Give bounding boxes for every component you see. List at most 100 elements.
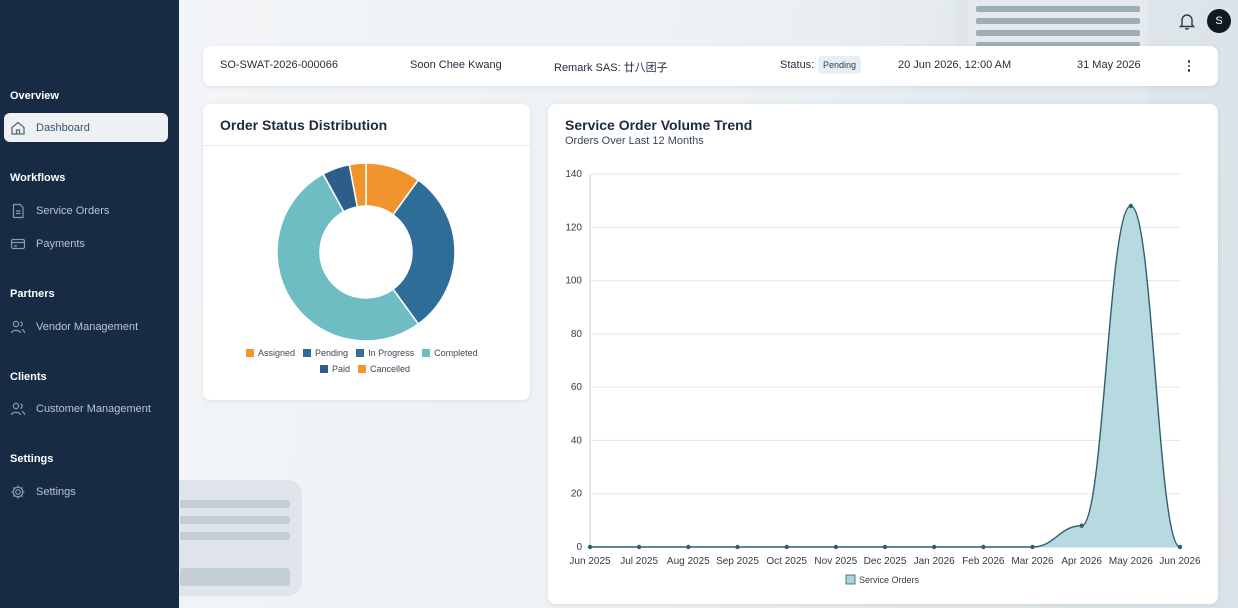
y-tick-label: 40 <box>571 435 583 446</box>
order-remark: Remark SAS: 廿八团子 <box>554 62 668 74</box>
x-tick-label: Dec 2025 <box>864 556 907 567</box>
data-point[interactable] <box>784 544 789 550</box>
volume-trend-card: Service Order Volume Trend Orders Over L… <box>548 104 1218 604</box>
x-tick-label: Aug 2025 <box>667 556 710 567</box>
data-point[interactable] <box>882 544 888 550</box>
chart-legend[interactable]: Service Orders <box>845 574 920 585</box>
gear-icon <box>10 484 26 500</box>
section-title-settings: Settings <box>10 453 54 465</box>
legend-swatch <box>358 365 367 373</box>
legend-swatch <box>845 574 856 585</box>
legend-item-cancelled[interactable]: Cancelled <box>358 364 410 374</box>
sidebar-item-label: Vendor Management <box>36 320 139 333</box>
section-title-overview: Overview <box>10 90 59 102</box>
data-point[interactable] <box>1079 523 1084 528</box>
legend-item-assigned[interactable]: Assigned <box>246 348 295 358</box>
y-tick-label: 100 <box>565 276 582 287</box>
legend-label: Pending <box>315 348 349 358</box>
home-icon <box>10 120 26 136</box>
y-tick-label: 140 <box>565 169 582 180</box>
data-point[interactable] <box>931 544 937 550</box>
avatar[interactable]: S <box>1207 9 1231 33</box>
y-tick-label: 0 <box>576 542 582 553</box>
data-point[interactable] <box>833 544 839 550</box>
series-line-service-orders <box>589 205 1181 548</box>
volume-trend-area-chart: 0 20 40 60 80 100 120 140 Jun 2025 Jul 2025 Aug 20… <box>565 169 1201 585</box>
y-tick-label: 120 <box>565 222 582 233</box>
series-area-service-orders <box>590 205 1180 547</box>
section-title-clients: Clients <box>10 371 47 383</box>
legend-label: Assigned <box>258 348 296 358</box>
sidebar: Overview Dashboard Workflows Service Ord… <box>0 0 179 608</box>
order-status-donut-chart <box>276 162 456 342</box>
x-tick-label: Jun 2026 <box>1159 556 1201 567</box>
sidebar-item-vendor-management[interactable]: Vendor Management <box>4 312 168 341</box>
legend-item-paid[interactable]: Paid <box>320 364 350 374</box>
sidebar-item-label: Dashboard <box>36 121 90 134</box>
order-summary-bar[interactable]: SO-SWAT-2026-000066 Soon Chee Kwang Rema… <box>203 46 1218 86</box>
bell-icon[interactable] <box>1178 12 1196 30</box>
y-tick-label: 80 <box>571 329 583 340</box>
document-icon <box>10 203 26 219</box>
legend-item-in-progress[interactable]: In Progress <box>356 348 414 358</box>
legend-item-pending[interactable]: Pending <box>303 348 348 358</box>
sidebar-item-payments[interactable]: Payments <box>4 229 168 258</box>
sidebar-item-service-orders[interactable]: Service Orders <box>4 196 168 225</box>
y-tick-label: 20 <box>571 489 583 500</box>
legend-label: Completed <box>434 348 478 358</box>
card-subtitle: Orders Over Last 12 Months <box>565 135 704 147</box>
data-point[interactable] <box>1177 544 1183 550</box>
order-id: SO-SWAT-2026-000066 <box>220 59 339 71</box>
users-icon <box>10 319 26 335</box>
x-tick-label: Oct 2025 <box>766 556 807 567</box>
x-tick-label: Sep 2025 <box>716 556 759 567</box>
donut-slice-cancelled[interactable] <box>348 162 367 208</box>
data-point[interactable] <box>587 544 593 550</box>
data-point[interactable] <box>686 544 691 550</box>
credit-card-icon <box>10 236 26 252</box>
chart-legend: Assigned Pending In Progress Completed <box>246 348 478 358</box>
x-tick-label: Jul 2025 <box>620 556 658 567</box>
sidebar-item-customer-management[interactable]: Customer Management <box>4 394 168 423</box>
y-tick-label: 60 <box>571 382 583 393</box>
more-vertical-icon[interactable] <box>1182 56 1196 76</box>
card-title: Service Order Volume Trend <box>565 117 753 133</box>
data-point[interactable] <box>981 544 986 550</box>
status-label: Status: <box>780 59 815 71</box>
order-status-card: Order Status Distribution Assigned Pendin… <box>203 104 530 400</box>
data-point[interactable] <box>735 544 740 550</box>
sidebar-item-label: Settings <box>36 485 76 498</box>
donut-slice-completed[interactable] <box>276 172 420 342</box>
x-tick-label: Jun 2025 <box>569 556 611 567</box>
x-tick-label: Apr 2026 <box>1061 556 1102 567</box>
sidebar-item-label: Customer Management <box>36 402 151 415</box>
air-conditioner-illustration <box>160 480 302 596</box>
customer-name: Soon Chee Kwang <box>410 59 502 71</box>
legend-item-completed[interactable]: Completed <box>422 348 478 358</box>
legend-swatch <box>356 349 365 357</box>
sidebar-item-dashboard[interactable]: Dashboard <box>4 113 168 142</box>
data-point[interactable] <box>1128 203 1134 209</box>
x-tick-label: Jan 2026 <box>914 556 956 567</box>
legend-label: Service Orders <box>859 575 920 585</box>
data-point[interactable] <box>1030 544 1035 550</box>
legend-label: Cancelled <box>370 364 411 374</box>
legend-label: Paid <box>332 364 351 374</box>
sidebar-item-label: Service Orders <box>36 204 110 217</box>
users-icon <box>10 401 26 417</box>
donut-slice-pending[interactable] <box>391 178 456 326</box>
sidebar-item-settings[interactable]: Settings <box>4 477 168 506</box>
status-badge: Pending <box>818 56 862 74</box>
legend-swatch <box>422 349 431 357</box>
x-tick-label: Feb 2026 <box>962 556 1005 567</box>
section-title-workflows: Workflows <box>10 172 66 184</box>
order-datetime: 20 Jun 2026, 12:00 AM <box>898 59 1012 71</box>
sidebar-item-label: Payments <box>36 237 85 250</box>
section-title-partners: Partners <box>10 288 55 300</box>
legend-swatch <box>320 365 328 373</box>
chart-legend: Paid Cancelled <box>320 364 410 374</box>
data-point[interactable] <box>636 544 642 550</box>
x-tick-label: May 2026 <box>1109 556 1153 567</box>
order-date: 31 May 2026 <box>1077 59 1141 71</box>
x-tick-label: Nov 2025 <box>814 556 857 567</box>
